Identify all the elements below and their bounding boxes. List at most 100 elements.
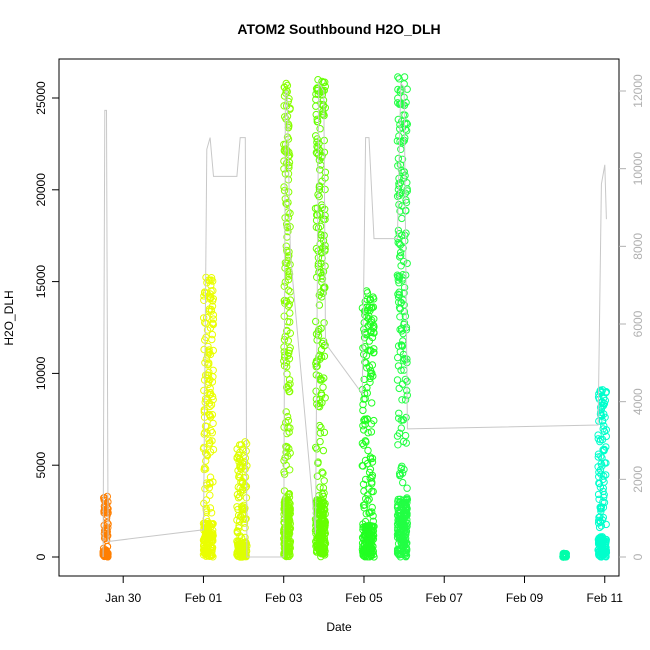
data-point (368, 399, 376, 407)
data-point (363, 364, 371, 372)
data-point (396, 313, 404, 321)
data-point (314, 459, 322, 467)
x-tick-label: Feb 07 (426, 591, 464, 605)
data-point (397, 424, 405, 432)
data-point (364, 549, 372, 557)
data-point (399, 478, 407, 487)
data-point (316, 437, 324, 446)
y2-tick-label: 6000 (631, 310, 645, 337)
chart-title: ATOM2 Southbound H2O_DLH (237, 21, 440, 37)
data-point (285, 552, 293, 561)
data-point (241, 542, 250, 550)
data-point (200, 345, 208, 354)
data-point (313, 525, 321, 534)
data-point (206, 276, 214, 285)
data-point (400, 174, 408, 183)
x-tick-label: Jan 30 (105, 591, 141, 605)
data-point (594, 490, 603, 499)
data-point (286, 506, 294, 514)
data-point (236, 492, 244, 501)
data-point (397, 464, 405, 472)
data-point (594, 463, 602, 471)
data-point (359, 520, 367, 528)
data-point (402, 544, 410, 552)
data-point (281, 498, 290, 506)
data-point (360, 545, 368, 553)
data-point (208, 411, 217, 419)
data-point (283, 259, 291, 268)
data-point (208, 378, 217, 386)
data-point (366, 378, 374, 386)
data-point (235, 455, 244, 463)
data-point (399, 244, 407, 252)
data-point (359, 501, 368, 509)
data-point (368, 471, 377, 480)
data-point (358, 439, 367, 448)
data-point (207, 543, 215, 551)
data-point (394, 362, 403, 370)
data-point (285, 355, 294, 363)
y-tick-label: 15000 (34, 265, 48, 299)
data-point (393, 376, 402, 384)
data-point (361, 524, 369, 533)
data-point (398, 469, 407, 477)
data-point (239, 515, 247, 523)
data-point (596, 410, 605, 418)
data-point (361, 297, 369, 306)
data-point (394, 549, 402, 557)
data-point (395, 409, 403, 417)
data-point (365, 495, 373, 503)
data-point (209, 419, 217, 428)
data-point (285, 151, 294, 159)
data-point (598, 516, 607, 524)
data-point (369, 303, 378, 311)
data-point (402, 552, 410, 560)
data-point (396, 253, 404, 261)
data-point (396, 528, 404, 536)
data-point (284, 416, 293, 425)
data-point (206, 504, 215, 512)
data-point (367, 347, 375, 355)
data-point (281, 332, 289, 341)
data-point (361, 415, 369, 423)
data-point (367, 428, 376, 436)
data-point (600, 491, 608, 499)
data-point (394, 546, 402, 554)
data-point (240, 474, 248, 482)
series-9 (594, 386, 611, 561)
data-point (282, 115, 290, 123)
data-point (601, 543, 609, 552)
data-point (600, 478, 608, 486)
x-tick-label: Feb 03 (265, 591, 303, 605)
data-point (235, 524, 243, 532)
data-point (206, 480, 214, 488)
data-point (394, 239, 402, 247)
data-point (282, 408, 290, 416)
data-point (206, 491, 214, 499)
data-point (236, 543, 244, 551)
data-point (363, 459, 372, 468)
data-point (594, 453, 602, 461)
data-point (241, 504, 249, 512)
data-point (395, 429, 404, 437)
data-point (100, 496, 108, 504)
data-point (209, 445, 218, 454)
data-point (362, 352, 371, 360)
data-point (400, 289, 408, 297)
data-point (369, 547, 377, 556)
data-point (241, 438, 249, 446)
data-point (317, 506, 325, 514)
data-point (320, 517, 328, 526)
data-point (365, 312, 373, 320)
data-point (234, 494, 243, 502)
data-point (394, 342, 403, 350)
data-point (200, 535, 208, 544)
data-point (364, 429, 372, 437)
data-point (368, 333, 377, 342)
data-point (202, 514, 210, 523)
data-point (241, 465, 249, 473)
data-point (311, 204, 320, 213)
data-point (595, 468, 603, 476)
data-point (206, 402, 214, 411)
data-point (208, 392, 217, 401)
